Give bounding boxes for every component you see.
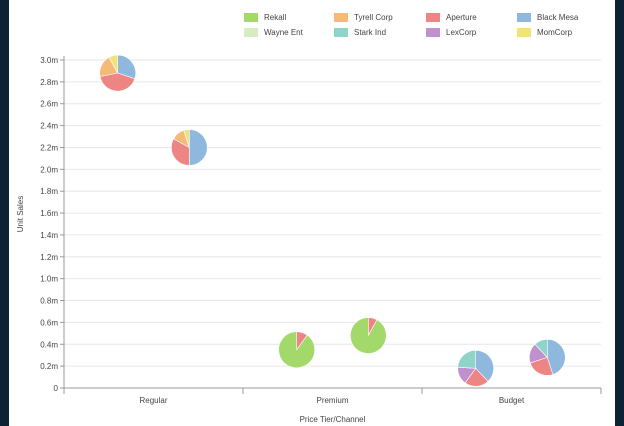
pie-slice (117, 54, 136, 80)
y-tick-label: 1.0m (40, 275, 58, 284)
pie-slice (534, 339, 548, 359)
legend-label: Wayne Ent (264, 28, 304, 37)
legend-item: Rekall (244, 13, 286, 22)
pie-marker (529, 339, 566, 376)
pie-marker (99, 54, 136, 92)
y-tick-label: 2.8m (40, 78, 58, 87)
pie-marker (457, 350, 494, 387)
legend-item: Tyrell Corp (334, 13, 393, 22)
legend-item: Stark Ind (334, 28, 386, 37)
x-axis-title: Price Tier/Channel (300, 415, 366, 424)
pie-slice (183, 129, 190, 148)
y-axis-title: Unit Sales (16, 196, 25, 232)
pie-marker (278, 331, 315, 369)
axes: 0 0.2m 0.4m 0.6m 0.8m 1.0m 1.2m 1.4m 1.6m 1.8m 2.0… (40, 56, 602, 405)
y-tick-label: 3.0m (40, 56, 58, 65)
pie-slice (278, 331, 315, 369)
pie-slice (108, 54, 118, 74)
pie-slice (171, 138, 190, 166)
legend-label: LexCorp (446, 28, 477, 37)
legend-swatch (426, 13, 440, 22)
chart-frame: 0 0.2m 0.4m 0.6m 0.8m 1.0m 1.2m 1.4m 1.6m 1.8m 2.0… (9, 0, 615, 426)
legend-label: Stark Ind (354, 28, 386, 37)
pie-slice (99, 72, 136, 92)
x-tick-label: Regular (139, 396, 167, 405)
legend-swatch (517, 13, 531, 22)
y-tick-label: 2.2m (40, 143, 58, 152)
pie-marker (171, 129, 208, 166)
pie-slice (547, 339, 566, 375)
y-tick-label: 2.6m (40, 100, 58, 109)
pie-slice (475, 350, 494, 382)
pie-scatter-chart: 0 0.2m 0.4m 0.6m 0.8m 1.0m 1.2m 1.4m 1.6m 1.8m 2.0… (16, 13, 602, 424)
y-tick-label: 0.6m (40, 318, 58, 327)
legend-swatch (517, 28, 531, 37)
pie-slice (350, 317, 387, 354)
legend-item: LexCorp (426, 28, 477, 37)
legend-swatch (334, 28, 348, 37)
y-tick-label: 1.8m (40, 187, 58, 196)
y-tick-label: 1.2m (40, 253, 58, 262)
y-tick-label: 0.8m (40, 297, 58, 306)
legend-swatch (334, 13, 348, 22)
y-tick-label: 0.4m (40, 340, 58, 349)
legend-swatch (244, 28, 258, 37)
legend-item: Black Mesa (517, 13, 579, 22)
legend-item: MomCorp (517, 28, 573, 37)
pie-slice (457, 350, 476, 369)
y-tick-label: 2.0m (40, 165, 58, 174)
legend-item: Wayne Ent (244, 28, 304, 37)
legend-label: Aperture (446, 13, 477, 22)
legend-label: Black Mesa (537, 13, 579, 22)
pie-marker (350, 317, 387, 354)
y-tick-label: 1.6m (40, 209, 58, 218)
y-tick-label: 1.4m (40, 231, 58, 240)
legend-label: Tyrell Corp (354, 13, 393, 22)
y-tick-label: 0.2m (40, 362, 58, 371)
legend-item: Aperture (426, 13, 477, 22)
y-tick-label: 2.4m (40, 122, 58, 131)
pie-slice (189, 129, 208, 166)
y-tick-label: 0 (54, 384, 59, 393)
data-points (99, 54, 566, 387)
x-tick-label: Budget (499, 396, 525, 405)
gridlines (64, 59, 601, 367)
legend-label: MomCorp (537, 28, 573, 37)
legend-swatch (244, 13, 258, 22)
legend-swatch (426, 28, 440, 37)
x-tick-label: Premium (316, 396, 348, 405)
legend: Rekall Wayne Ent Tyrell Corp Stark Ind Apert… (244, 13, 579, 37)
legend-label: Rekall (264, 13, 286, 22)
